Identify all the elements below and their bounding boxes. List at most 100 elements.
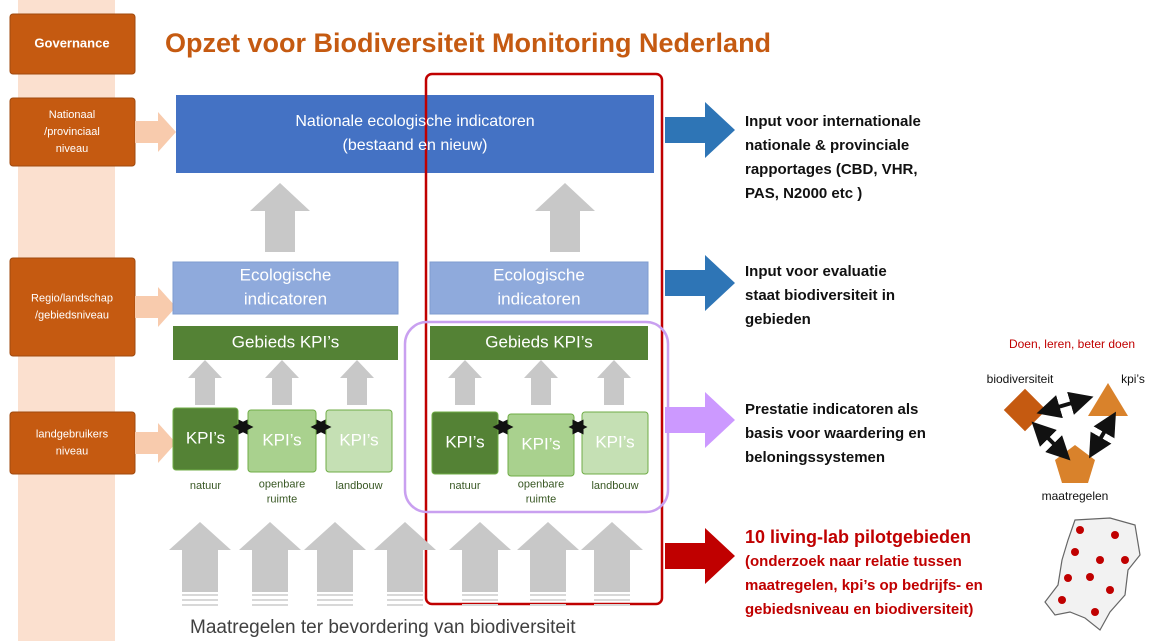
cycle-diamond (1003, 388, 1047, 432)
kpi-box (172, 407, 239, 471)
map-dot (1058, 596, 1066, 604)
level-label: Nationaal (49, 109, 95, 121)
level-label: /provinciaal (44, 126, 100, 138)
sector-label: landbouw (591, 480, 638, 492)
output-text: Input voor evaluatie (745, 263, 887, 280)
output-text: 10 living-lab pilotgebieden (745, 527, 971, 547)
level-label: Governance (34, 35, 109, 50)
right-arrow (665, 528, 735, 584)
kpi-header: Gebieds KPI’s (485, 332, 592, 351)
level-label: niveau (56, 143, 88, 155)
right-arrow (665, 392, 735, 448)
up-arrow (188, 360, 222, 405)
output-text: gebiedsniveau en biodiversiteit) (745, 601, 973, 618)
cycle-node: maatregelen (1042, 489, 1109, 503)
right-arrow (665, 102, 735, 158)
kpi-box (507, 413, 575, 477)
eco-label: Ecologische (493, 265, 585, 284)
up-arrow (535, 183, 595, 252)
kpi-header-box (173, 326, 398, 360)
right-arrow (135, 112, 176, 152)
up-arrow (265, 360, 299, 405)
level-label: /gebiedsniveau (35, 309, 109, 321)
map-dot (1111, 531, 1119, 539)
sector-label: openbare (259, 478, 306, 490)
kpi-label: KPI’s (521, 434, 560, 453)
output-text: nationale & provinciale (745, 137, 909, 154)
map-dot (1086, 573, 1094, 581)
output-text: beloningssystemen (745, 449, 885, 466)
output-text: rapportages (CBD, VHR, (745, 161, 918, 178)
kpi-box (325, 409, 393, 473)
cycle-arrow (1089, 411, 1116, 459)
cycle-node: kpi’s (1121, 372, 1145, 386)
output-text: Prestatie indicatoren als (745, 401, 918, 418)
output-text: staat biodiversiteit in (745, 287, 895, 304)
level-label: niveau (56, 445, 88, 457)
output-text: PAS, N2000 etc ) (745, 185, 862, 202)
up-arrow (169, 522, 231, 592)
map-dot (1064, 574, 1072, 582)
map-dot (1071, 548, 1079, 556)
kpi-label: KPI’s (595, 432, 634, 451)
eco-label: Ecologische (240, 265, 332, 284)
level-label: Regio/landschap (31, 292, 113, 304)
kpi-box (247, 409, 317, 473)
map-dot (1096, 556, 1104, 564)
up-arrow (304, 522, 366, 592)
eco-box (429, 261, 649, 315)
eco-box (172, 261, 399, 315)
up-arrow (340, 360, 374, 405)
eco-label: indicatoren (497, 289, 580, 308)
sector-label: openbare (518, 478, 565, 490)
level-box (9, 13, 136, 75)
output-text: Input voor internationale (745, 113, 921, 130)
cycle-node: biodiversiteit (987, 372, 1054, 386)
kpi-label: KPI’s (339, 430, 378, 449)
kpi-box (431, 411, 499, 475)
output-text: (onderzoek naar relatie tussen (745, 553, 962, 570)
kpi-label: KPI’s (262, 430, 301, 449)
kpi-header: Gebieds KPI’s (232, 332, 339, 351)
output-text: basis voor waardering en (745, 425, 926, 442)
output-text: maatregelen, kpi’s op bedrijfs- en (745, 577, 983, 594)
up-arrow (597, 360, 631, 405)
map-dot (1076, 526, 1084, 534)
right-arrow (135, 287, 176, 327)
level-label: landgebruikers (36, 428, 109, 440)
cycle-arrow (1036, 391, 1094, 419)
national-box (176, 95, 654, 173)
title: Opzet voor Biodiversiteit Monitoring Ned… (165, 28, 771, 58)
right-arrow (135, 423, 176, 463)
eco-label: indicatoren (244, 289, 327, 308)
cycle-triangle (1088, 383, 1128, 416)
level-box (9, 411, 136, 475)
sector-label: natuur (190, 480, 222, 492)
kpi-box (581, 411, 649, 475)
up-arrow (374, 522, 436, 592)
kpi-label: KPI’s (186, 428, 225, 447)
national-label: (bestaand en nieuw) (343, 137, 488, 154)
national-label: Nationale ecologische indicatoren (295, 113, 534, 130)
up-arrow (517, 522, 579, 592)
up-arrow (250, 183, 310, 252)
level-box (9, 257, 136, 357)
sector-label: ruimte (526, 493, 557, 505)
up-arrow (239, 522, 301, 592)
footer: Maatregelen ter bevordering van biodiver… (190, 617, 576, 638)
right-arrow (665, 255, 735, 311)
map-dot (1121, 556, 1129, 564)
map-dot (1091, 608, 1099, 616)
kpi-header-box (430, 326, 648, 360)
sector-label: ruimte (267, 493, 298, 505)
up-arrow (581, 522, 643, 592)
map-dot (1106, 586, 1114, 594)
sector-label: natuur (449, 480, 481, 492)
output-text: gebieden (745, 311, 811, 328)
up-arrow (524, 360, 558, 405)
up-arrow (448, 360, 482, 405)
kpi-label: KPI’s (445, 432, 484, 451)
up-arrow (449, 522, 511, 592)
cycle-arrow (1031, 421, 1071, 461)
